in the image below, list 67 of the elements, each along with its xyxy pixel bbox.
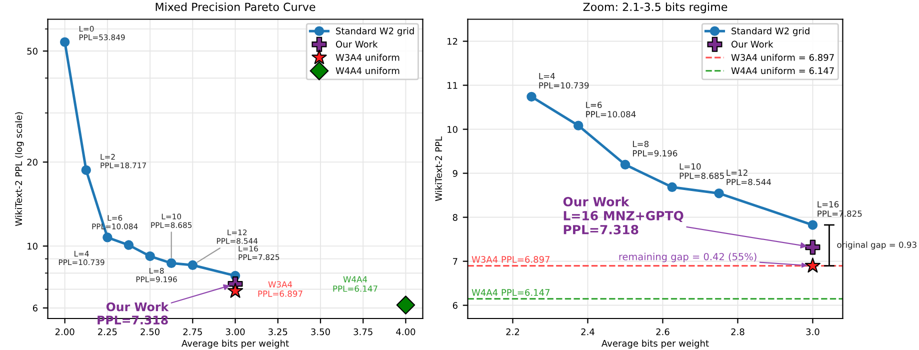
annotation: L=12 PPL=8.544 [726,170,771,186]
y-axis-title: WikiText-2 PPL (log scale) [15,112,24,226]
annotation: remaining gap = 0.42 (55%) [619,252,756,262]
x-tick-label: 2.6 [656,328,670,336]
y-tick-label: 11 [448,82,458,89]
annotation: L=4 PPL=10.739 [539,73,589,89]
point [145,251,155,262]
point [102,232,112,242]
x-tick-label: 4.00 [396,328,416,336]
legend-label: W4A4 uniform [336,67,400,74]
y-tick-label: 8 [452,214,458,221]
legend-label: W3A4 uniform [336,54,400,61]
y-tick-label: 6 [32,304,38,312]
x-axis-title: Average bits per weight [182,340,289,348]
x-tick-label: 2.00 [55,328,74,336]
point [667,182,677,192]
annotation: L=10 PPL=8.685 [680,163,724,179]
annotation: W3A4 PPL=6.897 [258,281,302,297]
x-tick-label: 2.4 [581,328,594,336]
x-tick-label: 3.0 [806,328,820,336]
point [227,282,244,298]
point [81,165,91,175]
point [620,160,630,170]
point [574,120,584,130]
point [804,258,821,273]
point [526,92,536,102]
x-tick-label: 3.75 [354,328,372,336]
annotation: Our Work L=16 MNZ+GPTQ PPL=7.318 [563,196,684,234]
point [714,188,724,198]
annotation: L=6 PPL=10.084 [586,102,636,118]
y-tick-label: 10 [28,242,38,250]
legend-label: Our Work [732,40,774,48]
point [805,240,820,255]
x-tick-label: 2.75 [183,328,202,336]
x-tick-label: 2.50 [140,328,160,336]
legend-label: W4A4 uniform = 6.147 [731,67,834,74]
y-axis-title: WikiText-2 PPL [435,136,442,202]
y-tick-label: 9 [452,170,458,177]
point [60,37,70,47]
y-tick-label: 6 [452,302,458,309]
chart-title: Mixed Precision Pareto Curve [156,2,316,12]
legend-label: W3A4 uniform = 6.897 [731,54,834,61]
x-tick-label: 2.25 [98,328,117,336]
y-tick-label: 10 [448,126,458,133]
y-tick-label: 50 [27,48,38,55]
x-axis-title: Average bits per weight [602,340,709,348]
point [166,258,176,268]
x-tick-label: 2.8 [731,328,744,336]
legend-label: Standard W2 grid [732,27,810,36]
x-tick-label: 2.2 [506,328,520,336]
y-tick-label: 7 [453,258,458,265]
annotation: W3A4 PPL=6.897 [472,256,550,263]
chart-title: Zoom: 2.1-3.5 bits regime [583,2,728,14]
y-tick-label: 20 [27,158,38,166]
x-tick-label: 3.25 [268,328,288,336]
x-tick-label: 3.50 [311,328,330,336]
legend-label: Our Work [336,40,378,48]
x-tick-label: 3.00 [226,328,245,336]
point [124,240,134,250]
point [188,260,198,270]
point [808,220,818,230]
legend-label: Standard W2 grid [336,27,414,36]
y-tick-label: 12 [448,38,458,45]
annotation: W4A4 PPL=6.147 [472,289,550,296]
annotation: L=8 PPL=9.196 [633,140,678,156]
point [396,296,416,314]
annotation: W4A4 PPL=6.147 [333,276,378,292]
